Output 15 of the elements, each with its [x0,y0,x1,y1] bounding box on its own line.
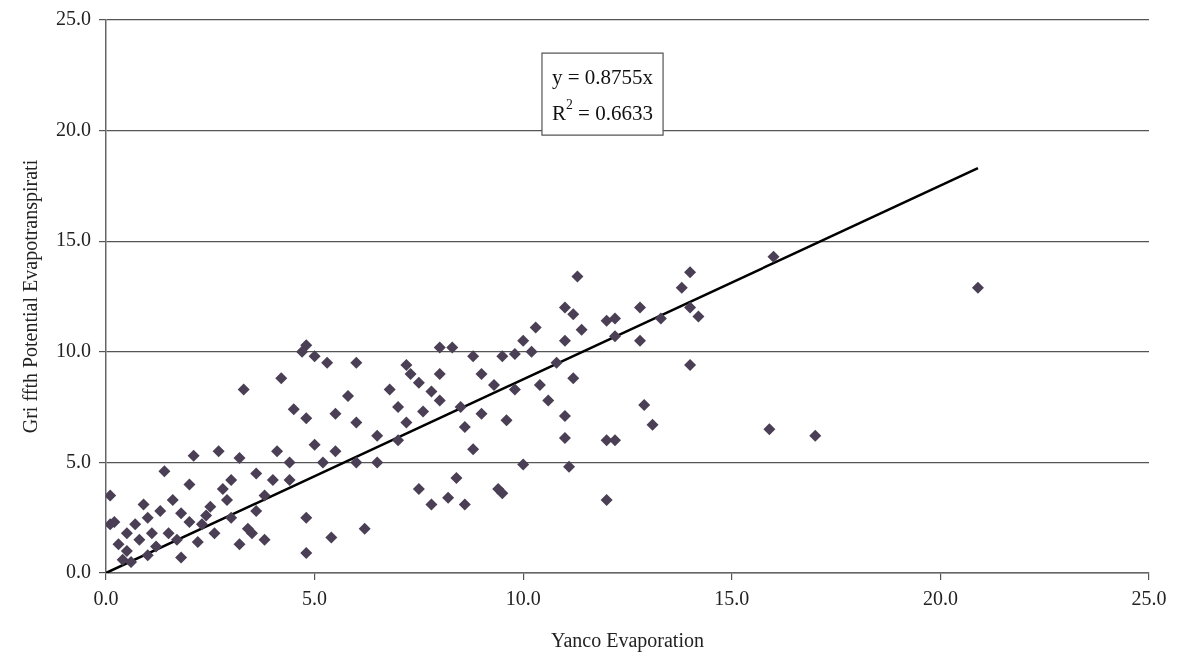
x-tick-label: 10.0 [505,587,541,610]
y-tick-label: 20.0 [56,117,91,140]
annotation: y = 0.8755x [551,64,654,89]
y-tick-label: 5.0 [66,449,91,472]
x-tick-label: 0.0 [93,587,119,610]
y-axis-title: Gri ffth Potential Evapotranspirati [19,159,43,434]
y-tick-label: 10.0 [56,339,91,362]
y-tick-label: 25.0 [56,7,91,30]
x-tick-label: 20.0 [922,587,958,610]
x-tick-label: 5.0 [302,587,328,610]
x-axis-title: Yanco Evaporation [551,629,704,653]
x-tick-label: 25.0 [1131,587,1167,610]
y-tick-label: 0.0 [66,560,91,583]
x-tick-label: 15.0 [714,587,750,610]
y-tick-label: 15.0 [56,228,91,251]
